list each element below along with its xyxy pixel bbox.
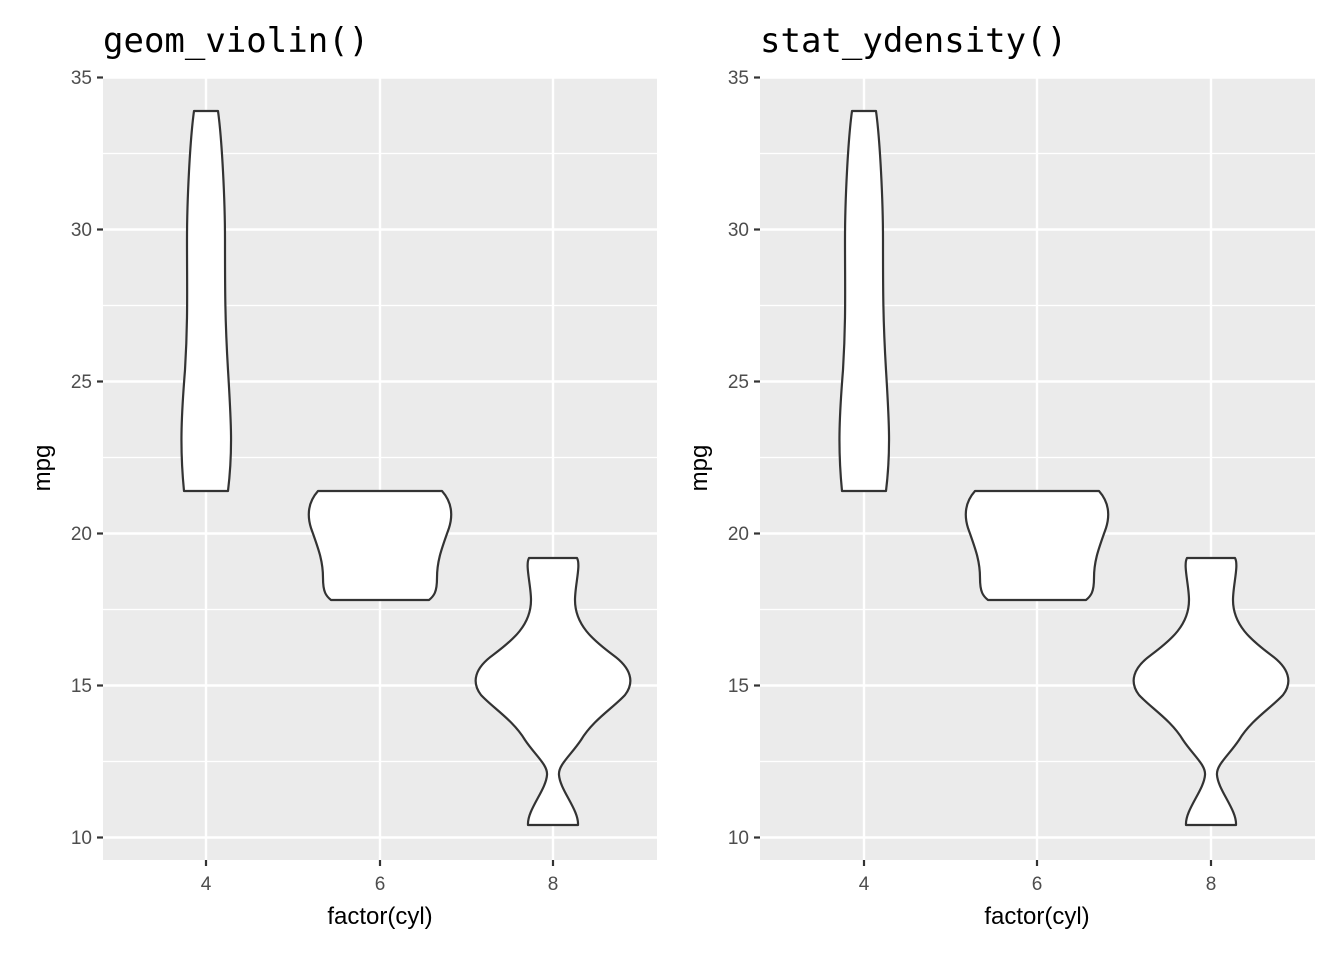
y-tick-label: 10 [728, 828, 749, 849]
y-tick-label: 20 [728, 524, 749, 545]
panel-stat-ydensity: stat_ydensity() [686, 21, 1315, 930]
x-tick-label: 4 [201, 874, 212, 895]
x-tick-label: 6 [1032, 874, 1043, 895]
x-axis: 4 6 8 factor(cyl) [859, 860, 1217, 930]
y-axis: 10 15 20 25 30 35 mpg [686, 68, 760, 849]
y-axis-title: mpg [686, 445, 713, 492]
y-tick-label: 25 [728, 372, 749, 393]
y-axis-title: mpg [29, 445, 56, 492]
y-tick-label: 35 [728, 68, 749, 89]
violin-cyl-6 [307, 489, 453, 602]
y-tick-label: 30 [728, 220, 749, 241]
y-tick-label: 10 [71, 828, 92, 849]
panel-geom-violin: geom_violin() [29, 21, 657, 930]
violin-cyl-6 [964, 489, 1110, 602]
y-tick-label: 15 [728, 676, 749, 697]
y-tick-label: 20 [71, 524, 92, 545]
panel-title: geom_violin() [103, 21, 369, 61]
y-tick-label: 30 [71, 220, 92, 241]
y-tick-label: 25 [71, 372, 92, 393]
x-tick-label: 8 [548, 874, 559, 895]
violin-cyl-4 [180, 109, 233, 493]
x-axis: 4 6 8 factor(cyl) [201, 860, 559, 930]
x-axis-title: factor(cyl) [984, 903, 1089, 930]
panel-title: stat_ydensity() [760, 21, 1067, 61]
y-tick-label: 15 [71, 676, 92, 697]
violin-cyl-4 [838, 109, 891, 493]
x-tick-label: 6 [375, 874, 386, 895]
x-tick-label: 8 [1206, 874, 1217, 895]
y-tick-label: 35 [71, 68, 92, 89]
x-axis-title: factor(cyl) [327, 903, 432, 930]
y-axis: 10 15 20 25 30 35 mpg [29, 68, 103, 849]
x-tick-label: 4 [859, 874, 870, 895]
